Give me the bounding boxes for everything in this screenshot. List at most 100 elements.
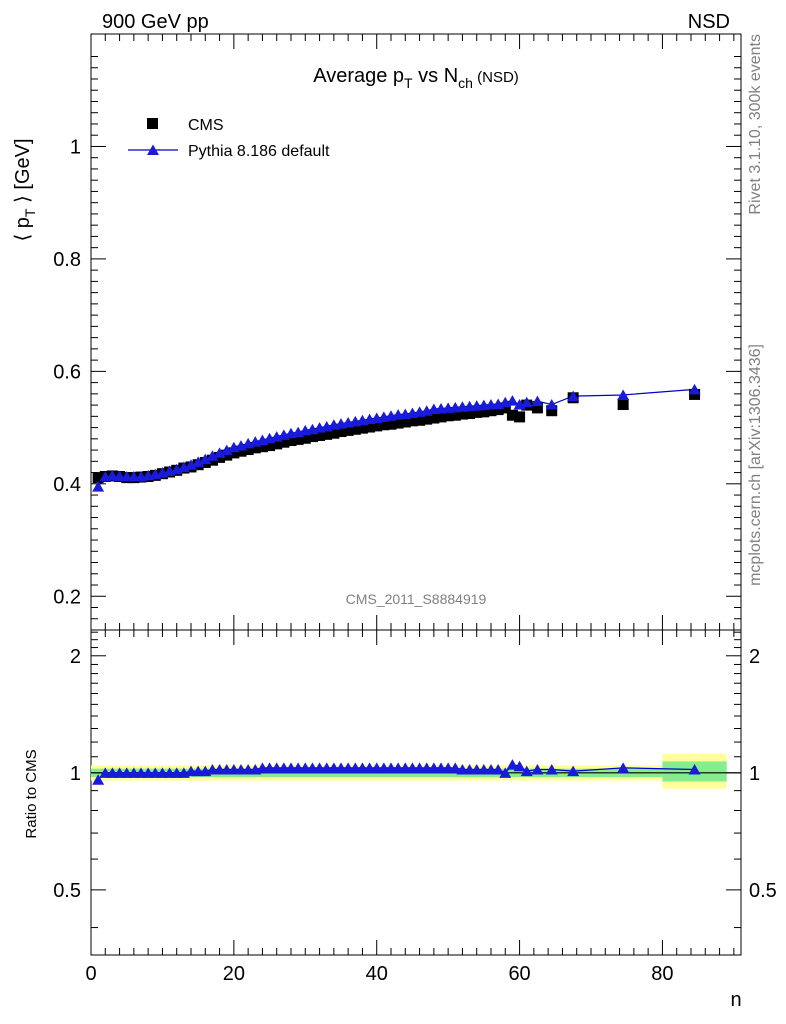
cms-data-point: [546, 405, 558, 417]
y-tick-label-main: 0.4: [53, 474, 81, 496]
mc-data-point: [199, 453, 212, 465]
cms-data-point: [385, 418, 397, 430]
cms-data-point: [335, 426, 347, 438]
cms-data-point: [514, 411, 526, 423]
ratio-data-marks: [92, 759, 701, 785]
cms-data-point: [371, 420, 383, 432]
cms-data-point: [314, 429, 326, 441]
ratio-data-point: [492, 763, 505, 775]
cms-data-point: [531, 402, 543, 414]
cms-data-point: [242, 444, 254, 456]
title-sub-ch: ch: [458, 75, 473, 91]
mc-data-point: [92, 481, 105, 492]
cms-data-point: [264, 440, 276, 452]
x-tick-label: 60: [508, 963, 530, 985]
mc-data-point: [213, 447, 226, 458]
cms-data-point: [328, 427, 340, 439]
ratio-data-point: [506, 759, 519, 770]
mc-data-point: [185, 459, 197, 470]
y-tick-label-ratio-right: 2: [749, 646, 760, 668]
cms-data-point: [392, 417, 404, 429]
cms-data-point: [506, 409, 518, 421]
rivet-label: Rivet 3.1.10, 300k events: [747, 34, 764, 215]
cms-data-point: [464, 408, 476, 420]
y-tick-label-ratio-left: 1: [70, 763, 81, 785]
tick-labels: 0.20.40.60.810.5 0.51 12 20 20 40 60 80: [53, 136, 777, 985]
cms-data-point: [221, 449, 233, 461]
title-sub-t: T: [404, 75, 413, 91]
y-tick-label-main: 1: [70, 136, 81, 158]
cms-data-point: [235, 445, 247, 457]
cms-data-point: [299, 432, 311, 444]
x-axis-label: n: [730, 989, 741, 1011]
cms-data-point: [617, 399, 629, 411]
ratio-y-axis-label: Ratio to CMS: [23, 749, 40, 838]
ratio-data-point: [567, 765, 580, 777]
ratio-data-point: [92, 774, 105, 785]
legend-label-mc: Pythia 8.186 default: [188, 143, 330, 160]
mc-data-point: [192, 456, 205, 467]
cms-data-point: [421, 413, 433, 425]
ratio-data-point: [531, 763, 544, 775]
mc-data-point: [688, 383, 701, 395]
mc-data-point: [567, 390, 580, 402]
mc-data-point: [531, 395, 544, 407]
y-tick-label-main: 0.8: [53, 249, 81, 271]
y-label-sub: T: [22, 208, 38, 217]
y-tick-label-main: 0.2: [53, 586, 81, 608]
legend-marker-cms: [147, 118, 158, 129]
cms-data-point: [485, 405, 497, 417]
axis-ticks: [90, 34, 741, 955]
title-tail: (NSD): [473, 69, 519, 86]
analysis-watermark: CMS_2011_S8884919: [346, 591, 487, 607]
ratio-data-point: [688, 763, 701, 775]
cms-data-point: [435, 411, 447, 423]
y-label-open: ⟨ p: [12, 217, 34, 241]
y-tick-label-ratio-left: 0.5: [53, 880, 81, 902]
cms-data-point: [406, 415, 418, 427]
ratio-data-point: [513, 760, 526, 772]
cms-data-point: [342, 424, 354, 436]
ratio-panel-frame: [90, 629, 742, 956]
mc-data-point: [520, 396, 533, 408]
cms-data-point: [92, 472, 104, 484]
main-data-marks: [92, 383, 701, 492]
plot-title: Average pT vs Nch (NSD): [313, 65, 519, 91]
y-tick-label-ratio-left: 2: [70, 646, 81, 668]
mc-data-point: [617, 389, 630, 400]
title-main: Average p: [313, 65, 404, 87]
header-left: 900 GeV pp: [102, 11, 209, 33]
cms-data-point: [492, 404, 504, 416]
cms-data-point: [364, 421, 376, 433]
cms-data-point: [249, 442, 261, 454]
title-mid: vs N: [413, 65, 459, 87]
x-tick-label: 20: [223, 963, 245, 985]
y-tick-label-ratio-right: 1: [749, 763, 760, 785]
x-tick-label: 0: [85, 963, 96, 985]
cms-data-point: [499, 402, 511, 414]
cms-data-point: [285, 435, 297, 447]
legend: CMS Pythia 8.186 default: [128, 117, 330, 160]
cms-data-point: [256, 441, 268, 453]
mc-data-point: [220, 444, 233, 456]
legend-label-cms: CMS: [188, 117, 224, 134]
mc-data-point: [545, 399, 558, 410]
y-tick-label-ratio-right: 0.5: [749, 880, 777, 902]
cms-data-point: [378, 419, 390, 431]
ratio-data-point: [449, 762, 462, 773]
y-axis-label: ⟨ pT ⟩ [GeV]: [12, 138, 38, 241]
cms-data-point: [442, 410, 454, 422]
cms-data-point: [349, 423, 361, 435]
cms-data-point: [292, 433, 304, 445]
cms-data-point: [449, 409, 461, 421]
legend-marker-mc: [147, 144, 159, 155]
mcplots-label: mcplots.cern.ch [arXiv:1306.3436]: [747, 344, 764, 586]
header-right: NSD: [688, 11, 730, 33]
cms-data-point: [306, 431, 318, 443]
cms-data-point: [471, 406, 483, 418]
mc-data-point: [506, 395, 519, 406]
cms-data-point: [399, 416, 411, 428]
cms-data-point: [321, 428, 333, 440]
ratio-data-point: [520, 765, 533, 777]
